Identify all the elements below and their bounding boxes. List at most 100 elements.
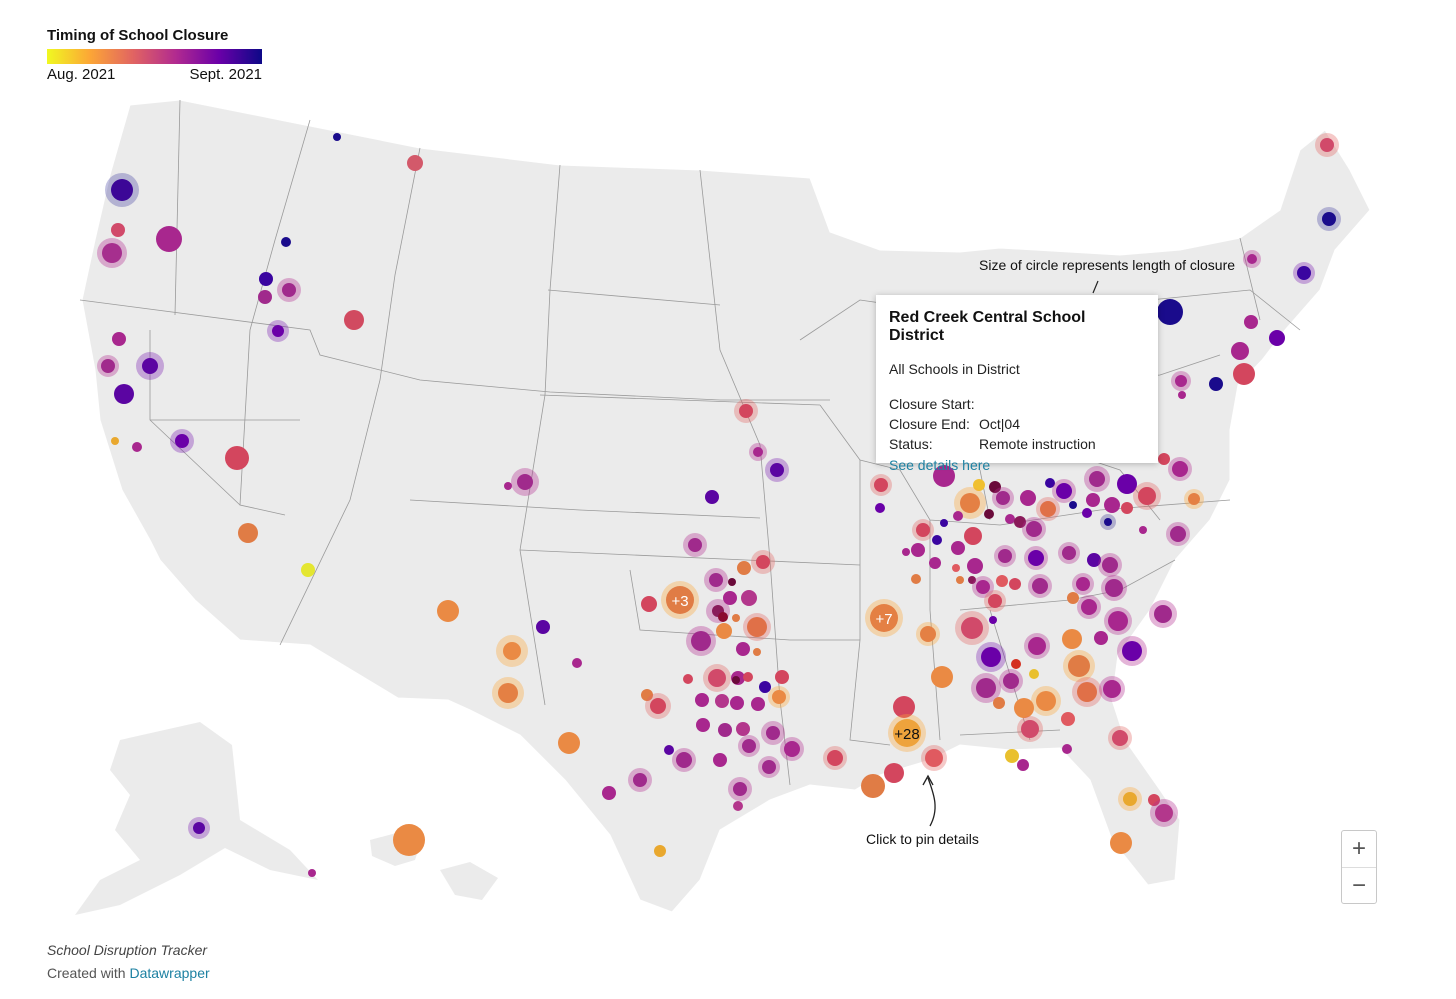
cluster-marker-3[interactable]: [666, 586, 694, 614]
closure-bubble[interactable]: [981, 647, 1001, 667]
closure-bubble[interactable]: [1322, 212, 1336, 226]
closure-bubble[interactable]: [1154, 605, 1172, 623]
closure-bubble[interactable]: [732, 614, 740, 622]
closure-bubble[interactable]: [1076, 577, 1090, 591]
closure-bubble[interactable]: [929, 557, 941, 569]
closure-bubble[interactable]: [747, 617, 767, 637]
closure-bubbles[interactable]: [97, 133, 1341, 877]
closure-bubble[interactable]: [102, 243, 122, 263]
closure-bubble[interactable]: [193, 822, 205, 834]
closure-bubble[interactable]: [742, 739, 756, 753]
closure-bubble[interactable]: [716, 623, 732, 639]
closure-bubble[interactable]: [111, 223, 125, 237]
closure-bubble[interactable]: [1062, 629, 1082, 649]
zoom-in-button[interactable]: +: [1342, 831, 1376, 868]
closure-bubble[interactable]: [1009, 578, 1021, 590]
closure-bubble[interactable]: [633, 773, 647, 787]
closure-bubble[interactable]: [736, 642, 750, 656]
closure-bubble[interactable]: [142, 358, 158, 374]
closure-bubble[interactable]: [1028, 550, 1044, 566]
closure-bubble[interactable]: [1014, 516, 1026, 528]
closure-bubble[interactable]: [1045, 478, 1055, 488]
closure-bubble[interactable]: [1103, 680, 1121, 698]
closure-bubble[interactable]: [308, 869, 316, 877]
closure-bubble[interactable]: [960, 493, 980, 513]
closure-bubble[interactable]: [132, 442, 142, 452]
closure-bubble[interactable]: [111, 437, 119, 445]
closure-bubble[interactable]: [1017, 759, 1029, 771]
closure-bubble[interactable]: [1112, 730, 1128, 746]
closure-bubble[interactable]: [437, 600, 459, 622]
closure-bubble[interactable]: [916, 523, 930, 537]
closure-bubble[interactable]: [1040, 501, 1056, 517]
closure-bubble[interactable]: [641, 689, 653, 701]
closure-bubble[interactable]: [238, 523, 258, 543]
closure-bubble[interactable]: [504, 482, 512, 490]
closure-bubble[interactable]: [705, 490, 719, 504]
closure-bubble[interactable]: [281, 237, 291, 247]
closure-bubble[interactable]: [775, 670, 789, 684]
closure-bubble[interactable]: [344, 310, 364, 330]
closure-bubble[interactable]: [996, 491, 1010, 505]
closure-bubble[interactable]: [650, 698, 666, 714]
closure-bubble[interactable]: [743, 672, 753, 682]
closure-bubble[interactable]: [902, 548, 910, 556]
closure-bubble[interactable]: [1005, 749, 1019, 763]
closure-bubble[interactable]: [739, 404, 753, 418]
closure-bubble[interactable]: [1247, 254, 1257, 264]
closure-bubble[interactable]: [715, 694, 729, 708]
closure-bubble[interactable]: [772, 690, 786, 704]
cluster-marker-28[interactable]: [893, 719, 921, 747]
closure-bubble[interactable]: [112, 332, 126, 346]
closure-bubble[interactable]: [759, 681, 771, 693]
closure-bubble[interactable]: [1021, 720, 1039, 738]
closure-bubble[interactable]: [736, 722, 750, 736]
closure-bubble[interactable]: [1028, 637, 1046, 655]
closure-bubble[interactable]: [933, 465, 955, 487]
closure-bubble[interactable]: [282, 283, 296, 297]
closure-bubble[interactable]: [874, 478, 888, 492]
closure-bubble[interactable]: [770, 463, 784, 477]
closure-bubble[interactable]: [1069, 501, 1077, 509]
closure-bubble[interactable]: [641, 596, 657, 612]
closure-bubble[interactable]: [301, 563, 315, 577]
closure-bubble[interactable]: [911, 543, 925, 557]
closure-bubble[interactable]: [951, 541, 965, 555]
closure-bubble[interactable]: [1233, 363, 1255, 385]
closure-bubble[interactable]: [1172, 461, 1188, 477]
cluster-markers[interactable]: +3 +7 +28: [661, 581, 926, 752]
closure-bubble[interactable]: [1077, 682, 1097, 702]
closure-bubble[interactable]: [498, 683, 518, 703]
closure-bubble[interactable]: [964, 527, 982, 545]
closure-bubble[interactable]: [691, 631, 711, 651]
closure-bubble[interactable]: [1104, 497, 1120, 513]
closure-bubble[interactable]: [664, 745, 674, 755]
closure-bubble[interactable]: [756, 555, 770, 569]
closure-bubble[interactable]: [893, 696, 915, 718]
closure-bubble[interactable]: [920, 626, 936, 642]
closure-bubble[interactable]: [1188, 493, 1200, 505]
closure-bubble[interactable]: [709, 573, 723, 587]
closure-bubble[interactable]: [114, 384, 134, 404]
closure-bubble[interactable]: [973, 479, 985, 491]
closure-bubble[interactable]: [1061, 712, 1075, 726]
closure-bubble[interactable]: [784, 741, 800, 757]
closure-bubble[interactable]: [101, 359, 115, 373]
closure-bubble[interactable]: [602, 786, 616, 800]
closure-bubble[interactable]: [737, 561, 751, 575]
closure-bubble[interactable]: [572, 658, 582, 668]
closure-bubble[interactable]: [1175, 375, 1187, 387]
closure-bubble[interactable]: [676, 752, 692, 768]
closure-bubble[interactable]: [333, 133, 341, 141]
closure-bubble[interactable]: [956, 576, 964, 584]
closure-bubble[interactable]: [733, 801, 743, 811]
closure-bubble[interactable]: [683, 674, 693, 684]
closure-bubble[interactable]: [753, 648, 761, 656]
zoom-out-button[interactable]: −: [1351, 872, 1366, 899]
closure-bubble[interactable]: [1067, 592, 1079, 604]
closure-bubble[interactable]: [1056, 483, 1072, 499]
closure-bubble[interactable]: [984, 509, 994, 519]
closure-bubble[interactable]: [1086, 493, 1100, 507]
cluster-marker-7[interactable]: [870, 604, 898, 632]
